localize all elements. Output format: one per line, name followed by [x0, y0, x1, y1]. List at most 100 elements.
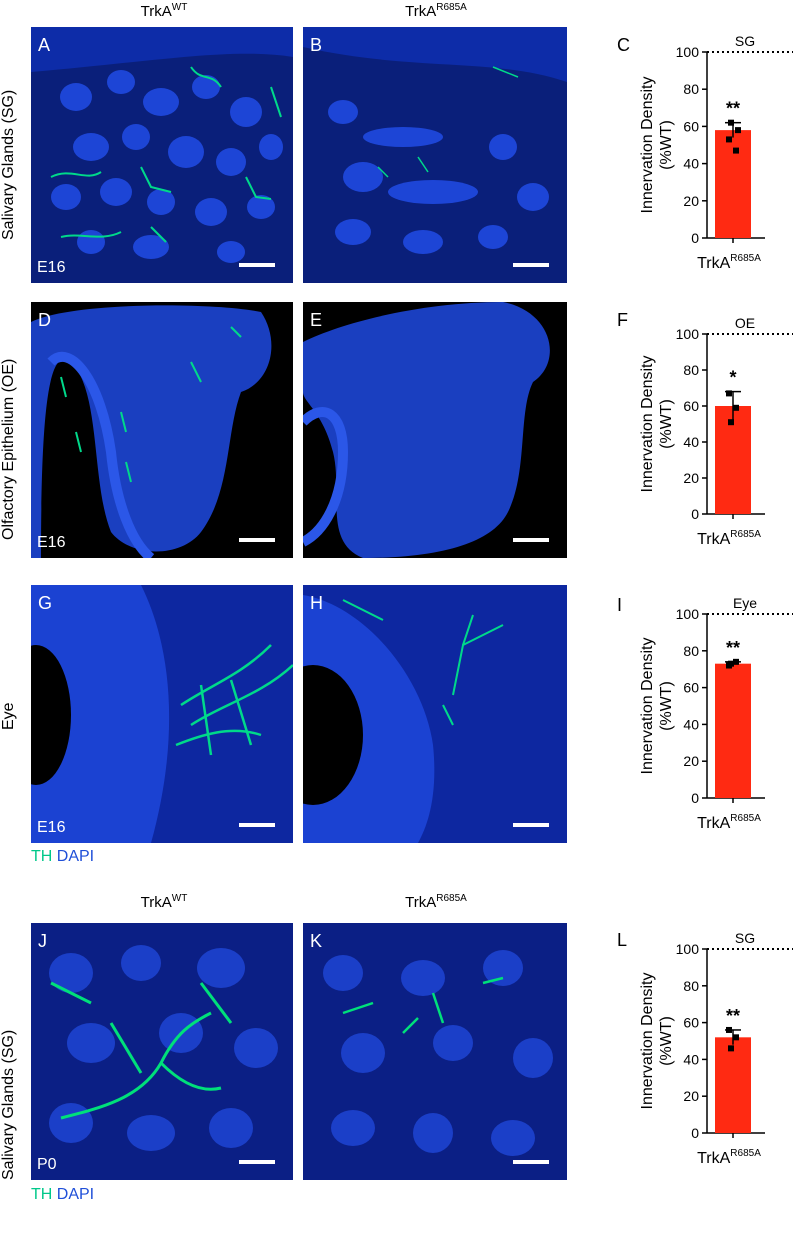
micrograph-panel-b: B	[303, 27, 567, 283]
y-tick-label: 20	[683, 1088, 699, 1104]
micrograph-h-image	[303, 585, 567, 843]
header-trka-wt-p0: TrkAWT	[140, 893, 188, 911]
data-point	[728, 119, 734, 126]
chart-svg: Innervation Density (%WT) 0 20 40 60 80 100 OE * T…	[639, 315, 793, 548]
y-axis-label-line2: (%WT)	[658, 120, 675, 170]
significance-marker: **	[726, 99, 740, 119]
x-category-base: TrkA	[697, 1150, 731, 1167]
significance-marker: *	[729, 368, 736, 388]
y-tick-label: 60	[683, 398, 699, 414]
header-trka-r685a: TrkAR685A	[405, 2, 467, 20]
scale-bar	[239, 263, 275, 267]
y-tick-label: 40	[683, 156, 699, 172]
y-tick-label: 40	[683, 434, 699, 450]
significance-marker: **	[726, 638, 740, 658]
bar	[715, 1037, 751, 1133]
micrograph-j-image	[31, 923, 293, 1180]
panel-age-a: E16	[37, 259, 66, 276]
micrograph-panel-h: H	[303, 585, 567, 843]
legend-dapi: DAPI	[56, 848, 95, 865]
y-tick-label: 20	[683, 193, 699, 209]
panel-age-d: E16	[37, 534, 66, 551]
y-tick-label: 0	[691, 506, 699, 522]
y-axis-label: Innervation Density (%WT)	[639, 973, 675, 1110]
legend-dapi: DAPI	[56, 1186, 95, 1203]
micrograph-panel-a: A E16	[31, 27, 293, 283]
data-point	[728, 419, 734, 426]
bar-chart-i: Innervation Density (%WT) 0 20 40 60 80 100 Eye *…	[615, 590, 795, 846]
chart-title: OE	[735, 315, 755, 331]
micrograph-k-image	[303, 923, 567, 1180]
row-label-eye: Eye	[0, 702, 17, 730]
micrograph-a-image	[31, 27, 293, 283]
y-tick-label: 0	[691, 790, 699, 806]
y-tick-label: 40	[683, 1051, 699, 1067]
panel-letter-f: F	[617, 310, 628, 330]
micrograph-b-image	[303, 27, 567, 283]
y-axis-label-line1: Innervation Density	[639, 973, 656, 1110]
y-axis-label-line1: Innervation Density	[639, 77, 656, 214]
panel-letter-i: I	[617, 595, 623, 615]
scale-bar	[513, 823, 549, 827]
micrograph-panel-g: G E16	[31, 585, 293, 843]
bar-chart-c: Innervation Density (%WT) 0 20 40 60 80 100 SG **…	[615, 28, 795, 286]
bar	[715, 130, 751, 238]
data-point	[726, 1026, 732, 1033]
panel-letter-g: G	[38, 593, 53, 613]
data-point	[728, 660, 734, 667]
chart-svg: Innervation Density (%WT) 0 20 40 60 80 100 Eye *…	[639, 595, 793, 832]
chart-title: Eye	[733, 595, 757, 611]
legend-th: TH	[31, 848, 53, 865]
legend-th: TH	[31, 1186, 53, 1203]
y-axis-label-line2: (%WT)	[658, 1016, 675, 1066]
row-label-oe: Olfactory Epithelium (OE)	[0, 358, 17, 540]
y-tick-label: 80	[683, 643, 699, 659]
y-axis-label-line1: Innervation Density	[639, 356, 656, 493]
stain-legend: TH DAPI	[31, 848, 94, 866]
data-point	[733, 658, 739, 665]
y-tick-label: 100	[676, 941, 700, 957]
panel-letter-j: J	[38, 931, 47, 951]
y-tick-label: 80	[683, 81, 699, 97]
panel-letter-k: K	[310, 931, 323, 951]
scale-bar	[513, 1160, 549, 1164]
x-category-base: TrkA	[697, 531, 731, 548]
y-tick-label: 60	[683, 118, 699, 134]
bar	[715, 663, 751, 798]
micrograph-e-image	[303, 302, 567, 558]
x-category-label: TrkAR685A	[697, 813, 761, 832]
data-point	[726, 136, 732, 143]
y-axis-label: Innervation Density (%WT)	[639, 638, 675, 775]
y-axis-label-line2: (%WT)	[658, 681, 675, 731]
micrograph-panel-d: D E16	[31, 302, 293, 558]
micrograph-panel-k: K	[303, 923, 567, 1180]
x-category-sup: R685A	[730, 253, 761, 264]
chart-svg: Innervation Density (%WT) 0 20 40 60 80 100 SG **…	[639, 33, 793, 272]
data-point	[728, 1045, 734, 1052]
y-tick-label: 80	[683, 362, 699, 378]
data-point	[733, 404, 739, 411]
y-axis-label: Innervation Density (%WT)	[639, 77, 675, 214]
stain-legend-p0: TH DAPI	[31, 1186, 94, 1204]
bar-chart-f: Innervation Density (%WT) 0 20 40 60 80 100 OE * T…	[615, 310, 795, 562]
panel-letter-b: B	[310, 35, 323, 55]
scale-bar	[513, 538, 549, 542]
y-tick-label: 100	[676, 44, 700, 60]
chart-title: SG	[735, 33, 755, 49]
y-axis-label-line2: (%WT)	[658, 399, 675, 449]
x-category-label: TrkAR685A	[697, 1148, 761, 1167]
y-tick-label: 0	[691, 230, 699, 246]
y-axis-label-line1: Innervation Density	[639, 638, 656, 775]
scale-bar	[239, 823, 275, 827]
y-tick-label: 100	[676, 606, 700, 622]
panel-letter-l: L	[617, 930, 628, 950]
y-tick-label: 60	[683, 680, 699, 696]
data-point	[726, 390, 732, 397]
panel-age-j: P0	[37, 1156, 57, 1173]
panel-letter-e: E	[310, 310, 323, 330]
y-axis-label: Innervation Density (%WT)	[639, 356, 675, 493]
x-category-sup: R685A	[730, 529, 761, 540]
x-category-label: TrkAR685A	[697, 529, 761, 548]
scale-bar	[239, 1160, 275, 1164]
header-trka-wt: TrkAWT	[140, 2, 188, 20]
